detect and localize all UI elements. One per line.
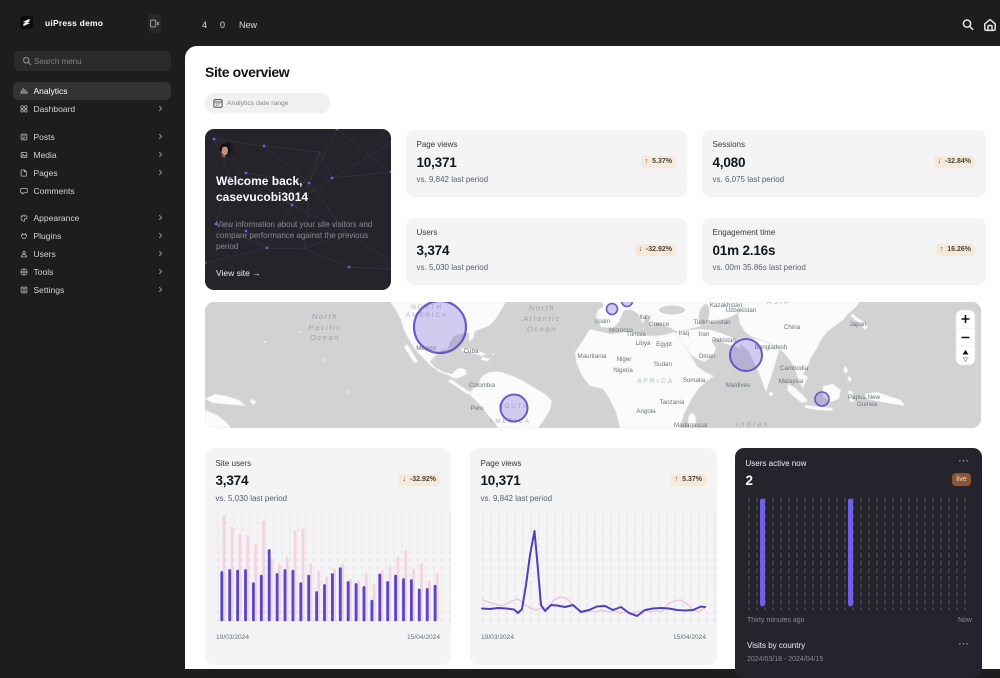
svg-text:Libya: Libya xyxy=(636,340,651,347)
svg-text:Indian: Indian xyxy=(736,422,770,429)
svg-text:Guinea: Guinea xyxy=(857,401,878,408)
svg-text:Italy: Italy xyxy=(639,314,651,321)
svg-text:Iraq: Iraq xyxy=(679,330,690,337)
svg-text:Tunisia: Tunisia xyxy=(626,331,646,338)
svg-text:Angola: Angola xyxy=(636,408,656,415)
svg-text:Egypt: Egypt xyxy=(656,341,672,348)
svg-text:Niger: Niger xyxy=(617,356,632,363)
svg-text:Maldives: Maldives xyxy=(726,382,750,389)
svg-text:Cuba: Cuba xyxy=(464,348,479,355)
svg-text:North: North xyxy=(529,304,555,313)
svg-text:Turkmenistan: Turkmenistan xyxy=(693,319,731,326)
svg-text:Ocean: Ocean xyxy=(527,325,557,334)
svg-text:AFRICA: AFRICA xyxy=(637,378,674,385)
svg-text:China: China xyxy=(784,324,801,331)
svg-text:Madagascar: Madagascar xyxy=(674,422,708,428)
svg-text:Oman: Oman xyxy=(699,353,716,360)
svg-text:Tanzania: Tanzania xyxy=(660,399,685,406)
svg-text:ASIA: ASIA xyxy=(767,302,791,306)
svg-text:Uzbekistan: Uzbekistan xyxy=(726,307,757,314)
svg-text:Greece: Greece xyxy=(649,321,670,328)
svg-text:Atlantic: Atlantic xyxy=(522,314,560,323)
svg-text:Malaysia: Malaysia xyxy=(779,378,804,385)
svg-text:Cambodia: Cambodia xyxy=(780,365,809,372)
svg-text:Spain: Spain xyxy=(594,318,610,325)
svg-text:Ocean: Ocean xyxy=(310,333,340,342)
svg-text:Papua New: Papua New xyxy=(848,394,881,401)
svg-text:Nigeria: Nigeria xyxy=(613,367,633,374)
svg-text:Colombia: Colombia xyxy=(469,382,496,389)
svg-text:Iran: Iran xyxy=(699,331,710,338)
svg-text:Pacific: Pacific xyxy=(308,323,341,332)
svg-text:Sudan: Sudan xyxy=(654,361,672,368)
svg-text:Mauritania: Mauritania xyxy=(578,353,607,360)
svg-text:Pakistan: Pakistan xyxy=(712,337,736,344)
svg-text:Somalia: Somalia xyxy=(683,377,706,384)
svg-text:Peru: Peru xyxy=(470,405,484,412)
svg-text:North: North xyxy=(312,312,338,321)
svg-text:Japan: Japan xyxy=(850,321,867,328)
